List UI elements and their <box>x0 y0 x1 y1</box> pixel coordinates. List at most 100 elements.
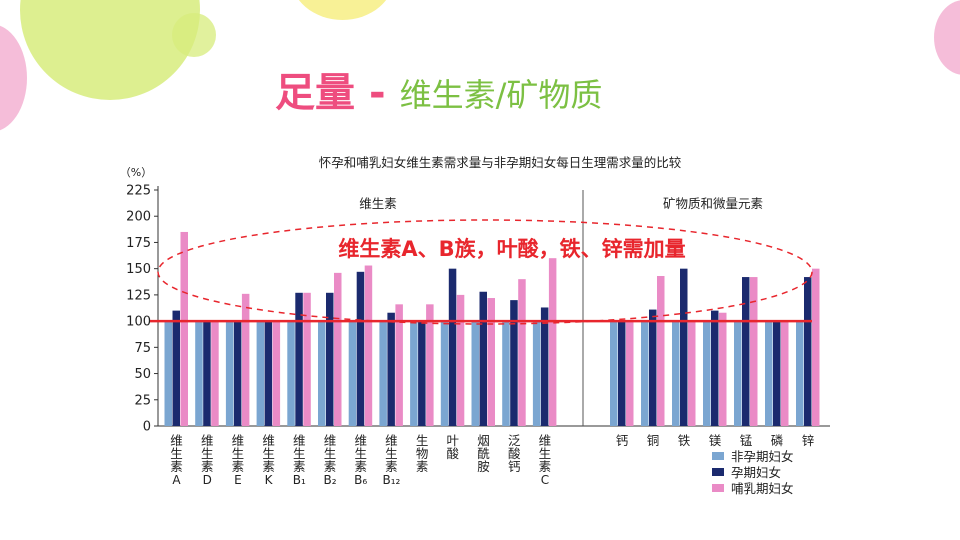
bar-1-9 <box>410 321 418 426</box>
x-tick-label: 素 <box>354 459 367 474</box>
bar-2-9 <box>418 321 426 426</box>
bar-1-6 <box>318 321 326 426</box>
bar-1-3 <box>225 321 234 426</box>
legend-swatch-2 <box>712 468 724 476</box>
bar-2-7 <box>356 271 365 426</box>
x-tick-label: 生 <box>416 433 429 448</box>
legend-label-3: 哺乳期妇女 <box>731 481 794 496</box>
group-label: 矿物质和微量元素 <box>663 196 763 211</box>
bar-2-6 <box>326 292 334 426</box>
bar-3-8 <box>395 304 403 426</box>
bar-2-13 <box>540 307 549 426</box>
x-tick-label: 铜 <box>647 433 660 448</box>
bar-2-17 <box>711 310 719 426</box>
legend-swatch-1 <box>712 452 724 460</box>
group-label: 维生素 <box>359 196 397 211</box>
y-axis-label: （%） <box>120 166 152 179</box>
bar-3-6 <box>334 272 342 426</box>
bar-2-19 <box>773 321 781 426</box>
x-tick-label: 素 <box>416 459 429 474</box>
bar-3-16 <box>688 321 696 426</box>
x-tick-label: D <box>203 473 212 487</box>
bar-3-11 <box>487 298 495 426</box>
bar-3-1 <box>180 231 188 426</box>
bar-2-1 <box>172 310 180 426</box>
x-tick-label: 生 <box>232 446 245 461</box>
bar-3-7 <box>364 265 373 426</box>
bar-3-12 <box>518 279 526 426</box>
bar-2-18 <box>742 277 750 426</box>
bar-2-15 <box>649 309 657 426</box>
y-tick-label: 225 <box>126 184 151 199</box>
bar-1-8 <box>379 321 387 426</box>
bar-2-20 <box>804 277 812 426</box>
bar-1-5 <box>287 321 295 426</box>
bar-1-13 <box>532 321 541 426</box>
y-tick-label: 175 <box>126 236 151 251</box>
bar-3-10 <box>456 294 465 426</box>
bar-1-19 <box>765 321 773 426</box>
x-tick-label: 酸 <box>447 446 460 461</box>
bar-1-14 <box>610 321 618 426</box>
x-tick-label: B₁ <box>293 473 306 487</box>
bar-3-2 <box>211 321 219 426</box>
x-tick-label: 素 <box>201 459 214 474</box>
bar-2-10 <box>448 268 457 426</box>
bar-3-17 <box>719 312 727 426</box>
x-tick-label: 烟 <box>477 433 490 448</box>
chart-title: 怀孕和哺乳妇女维生素需求量与非孕期妇女每日生理需求量的比较 <box>319 155 682 170</box>
slide-title: 足量 - 维生素/矿物质 <box>275 60 602 124</box>
x-tick-label: 素 <box>324 459 337 474</box>
x-tick-label: 素 <box>170 459 183 474</box>
bar-1-18 <box>734 321 742 426</box>
decor-circle-green-small <box>172 13 216 57</box>
bar-1-11 <box>471 321 479 426</box>
x-tick-label: 叶 <box>447 433 460 448</box>
bar-2-11 <box>479 291 487 426</box>
bar-1-10 <box>440 321 449 426</box>
bar-3-20 <box>812 268 820 426</box>
x-tick-label: 生 <box>170 446 183 461</box>
x-tick-label: 素 <box>539 459 552 474</box>
x-tick-label: B₆ <box>354 473 367 487</box>
x-tick-label: 锰 <box>740 433 753 448</box>
bar-1-17 <box>703 321 711 426</box>
x-tick-label: 维 <box>539 433 552 448</box>
slide-title-main: 足量 <box>275 70 355 116</box>
x-tick-label: 维 <box>354 433 367 448</box>
x-tick-label: 磷 <box>771 433 784 448</box>
x-tick-label: 生 <box>201 446 214 461</box>
bar-3-19 <box>781 321 789 426</box>
x-tick-label: 素 <box>232 459 245 474</box>
bar-2-3 <box>233 321 242 426</box>
x-tick-label: 钙 <box>508 459 521 474</box>
x-tick-label: B₁₂ <box>382 473 400 487</box>
legend-label-1: 非孕期妇女 <box>731 449 794 464</box>
bar-2-14 <box>618 321 626 426</box>
x-tick-label: 胺 <box>477 459 490 474</box>
x-tick-label: 酸 <box>508 446 521 461</box>
x-tick-label: A <box>172 473 181 487</box>
x-tick-label: 镁 <box>709 433 722 448</box>
y-tick-label: 0 <box>143 420 151 435</box>
x-tick-label: 生 <box>293 446 306 461</box>
x-tick-label: 生 <box>262 446 275 461</box>
x-tick-label: 维 <box>201 433 214 448</box>
y-tick-label: 125 <box>126 288 151 303</box>
bar-1-2 <box>195 321 203 426</box>
bar-2-5 <box>295 292 303 426</box>
y-tick-label: 50 <box>134 367 151 382</box>
bar-2-8 <box>387 312 395 426</box>
x-tick-label: 泛 <box>508 433 521 448</box>
y-tick-label: 200 <box>126 210 151 225</box>
bar-3-4 <box>272 321 281 426</box>
bar-3-13 <box>548 258 557 426</box>
x-tick-label: 锌 <box>802 433 815 448</box>
x-tick-label: 生 <box>354 446 367 461</box>
x-tick-label: 生 <box>324 446 337 461</box>
x-tick-label: 钙 <box>616 433 629 448</box>
y-tick-label: 100 <box>126 315 151 330</box>
x-tick-label: 物 <box>416 446 429 461</box>
